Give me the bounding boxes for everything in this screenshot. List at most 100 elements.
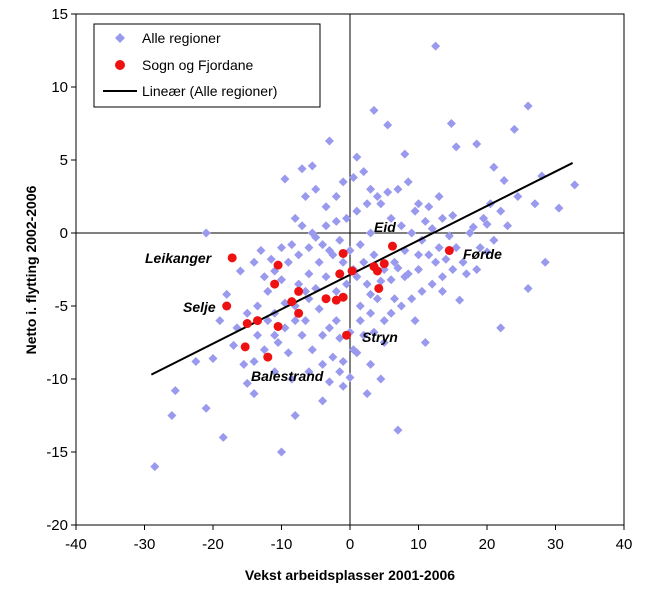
y-axis-title: Netto i. flytting 2002-2006 — [23, 185, 39, 354]
data-point-sogn — [338, 292, 348, 302]
data-point-all — [338, 381, 348, 391]
annotation-stryn: Stryn — [362, 329, 398, 345]
data-point-all — [235, 266, 245, 276]
data-point-all — [366, 184, 376, 194]
data-point-all — [307, 161, 317, 171]
data-point-all — [249, 356, 259, 366]
data-point-all — [331, 286, 341, 296]
data-point-all — [386, 213, 396, 223]
annotation-balestrand: Balestrand — [251, 368, 324, 384]
data-point-all — [407, 228, 417, 238]
data-point-all — [489, 162, 499, 172]
data-point-all — [266, 254, 276, 264]
data-point-all — [318, 330, 328, 340]
data-point-all — [170, 386, 180, 396]
data-point-all — [314, 257, 324, 267]
data-point-all — [304, 243, 314, 253]
data-point-sogn — [287, 297, 297, 307]
data-point-sogn — [273, 260, 283, 270]
data-point-sogn — [270, 279, 280, 289]
data-point-all — [270, 367, 280, 377]
data-point-all — [335, 333, 345, 343]
series-alle-regioner — [150, 41, 580, 472]
data-point-all — [191, 356, 201, 366]
data-point-all — [307, 345, 317, 355]
data-point-all — [328, 352, 338, 362]
data-point-all — [280, 323, 290, 333]
data-point-all — [352, 152, 362, 162]
data-point-all — [390, 257, 400, 267]
y-tick-label: -10 — [46, 371, 68, 388]
data-point-all — [294, 250, 304, 260]
data-point-all — [451, 243, 461, 253]
data-point-all — [201, 228, 211, 238]
data-point-all — [434, 192, 444, 201]
data-point-all — [461, 269, 471, 279]
data-point-all — [479, 213, 489, 223]
data-point-all — [287, 240, 297, 250]
y-tick-label: 15 — [51, 6, 68, 23]
data-point-all — [482, 219, 492, 229]
data-point-all — [362, 279, 372, 289]
data-point-all — [352, 206, 362, 216]
y-tick-label: -15 — [46, 444, 68, 461]
x-tick-label: 30 — [547, 536, 564, 553]
data-point-sogn — [372, 266, 382, 276]
data-point-all — [300, 286, 310, 296]
data-point-all — [290, 411, 300, 420]
data-point-all — [482, 247, 492, 257]
data-point-all — [307, 228, 317, 238]
data-point-all — [396, 301, 406, 311]
data-point-all — [311, 184, 321, 194]
data-point-all — [417, 286, 427, 296]
data-point-all — [222, 289, 232, 299]
data-point-all — [150, 462, 160, 472]
data-point-all — [386, 275, 396, 285]
data-point-all — [503, 221, 513, 231]
y-tick-label: 5 — [60, 152, 68, 169]
data-point-sogn — [331, 295, 341, 305]
data-point-all — [270, 330, 280, 340]
data-point-all — [362, 389, 372, 399]
data-point-all — [369, 250, 379, 260]
data-point-all — [359, 167, 369, 177]
data-point-all — [414, 265, 423, 274]
data-point-all — [427, 224, 437, 234]
data-point-all — [499, 175, 509, 185]
data-point-sogn — [347, 266, 357, 276]
data-point-sogn — [242, 319, 252, 329]
data-point-all — [359, 330, 369, 340]
data-point-all — [437, 213, 447, 223]
data-point-sogn — [338, 248, 348, 258]
data-point-all — [403, 269, 413, 279]
x-tick-label: 20 — [479, 536, 496, 553]
data-point-all — [249, 257, 259, 267]
data-point-all — [342, 213, 352, 223]
data-point-all — [277, 275, 286, 285]
data-point-all — [348, 345, 358, 355]
data-point-all — [414, 199, 423, 209]
data-point-all — [455, 295, 465, 305]
data-point-all — [465, 228, 475, 238]
x-tick-label: 10 — [410, 536, 427, 553]
data-point-all — [366, 228, 376, 238]
data-point-all — [554, 203, 564, 213]
x-tick-label: 40 — [616, 536, 633, 553]
data-point-all — [328, 250, 338, 260]
data-point-all — [468, 222, 478, 232]
data-point-all — [448, 265, 458, 274]
data-point-all — [321, 202, 331, 212]
data-point-sogn — [227, 253, 237, 263]
data-point-all — [242, 308, 252, 318]
x-tick-labels: -40 -30 -20 -10 0 10 20 30 40 — [65, 536, 632, 553]
data-point-all — [314, 304, 324, 314]
data-point-all — [304, 269, 314, 279]
legend-marker-all — [115, 33, 125, 43]
data-point-all — [372, 294, 382, 304]
data-point-all — [444, 231, 454, 241]
legend: Alle regioner Sogn og Fjordane Lineær (A… — [93, 23, 321, 108]
data-point-all — [331, 316, 341, 326]
legend-label-sogn: Sogn og Fjordane — [142, 57, 254, 73]
data-point-all — [287, 374, 297, 384]
data-point-all — [496, 323, 506, 333]
